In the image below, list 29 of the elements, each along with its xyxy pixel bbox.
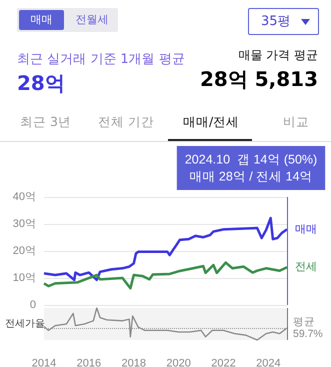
text: 매매 xyxy=(19,10,64,30)
ref-line-label: 2024.10 갭 14억 (50%) 매매 28억 / 전세 14억 xyxy=(184,152,318,184)
x-tick-label: 2018 xyxy=(122,358,146,367)
text: 최근 3년 xyxy=(20,114,71,131)
text: 28억 xyxy=(17,70,65,97)
x-tick-label: 2016 xyxy=(76,358,102,367)
text: 최근 실거래 기준 1개월 평균 xyxy=(17,51,185,68)
ref-line-label: 평균 59.7% xyxy=(293,316,323,340)
text: 전월세 xyxy=(74,12,110,28)
text: 매물 가격 평균 xyxy=(238,47,318,64)
text: 전체 기간 xyxy=(98,114,154,131)
text: 35평 xyxy=(261,13,291,31)
line-series xyxy=(42,216,288,282)
text: 28억 5,813 xyxy=(200,66,318,93)
text: 비교 xyxy=(283,114,309,131)
x-tick-label: 2024 xyxy=(256,358,281,367)
y-tick-label: 0 xyxy=(30,299,36,311)
y-tick-label: 30억 xyxy=(12,218,36,230)
y-tick-label: 40억 xyxy=(12,191,36,203)
y-axis-title: 전세가율 xyxy=(5,318,45,330)
line-series xyxy=(42,261,288,290)
series-label: 매매 xyxy=(295,223,317,236)
text: 매매/전세 xyxy=(183,114,240,131)
x-tick-label: 2014 xyxy=(32,358,56,367)
x-tick-label: 2020 xyxy=(166,358,191,367)
y-tick-label: 20억 xyxy=(12,245,36,257)
y-tick-label: 10억 xyxy=(12,272,36,284)
x-tick-label: 2022 xyxy=(211,358,236,367)
series-label: 전세 xyxy=(295,261,317,274)
